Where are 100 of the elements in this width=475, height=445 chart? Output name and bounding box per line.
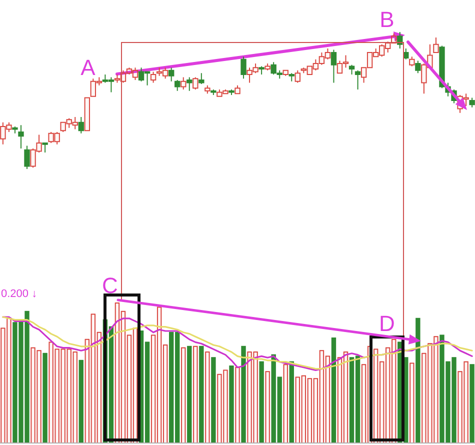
candlestick [96, 76, 102, 86]
candlestick [288, 72, 294, 82]
candlestick [360, 67, 367, 84]
bar [307, 378, 312, 444]
candlestick [72, 116, 78, 130]
bar [162, 344, 168, 444]
bar [422, 352, 426, 444]
candlestick [60, 122, 66, 133]
candlestick [336, 60, 343, 74]
bar [464, 361, 468, 444]
candlestick [354, 70, 361, 90]
candlestick [415, 60, 421, 74]
candlestick [469, 97, 475, 108]
candlestick [258, 66, 264, 75]
candlestick [24, 145, 30, 170]
bar [235, 366, 240, 444]
candlestick [433, 36, 439, 54]
candlestick [198, 72, 204, 85]
candlestick [192, 76, 198, 90]
candlestick [150, 71, 156, 84]
bar [301, 375, 306, 444]
bar [265, 371, 270, 444]
bar [410, 362, 414, 444]
bar [373, 348, 378, 444]
candlestick [348, 64, 355, 75]
candlestick [84, 97, 90, 132]
candlestick [36, 134, 42, 154]
candlestick [252, 63, 258, 74]
candlestick [42, 142, 48, 154]
candlestick [342, 54, 349, 68]
bar [187, 346, 192, 444]
candlestick [372, 48, 379, 58]
candlestick [204, 84, 210, 94]
bar [72, 352, 78, 444]
bar [241, 346, 246, 444]
bar [181, 347, 186, 444]
candlestick [0, 122, 6, 145]
candlestick [168, 67, 174, 82]
bar [126, 334, 132, 444]
candlestick [234, 84, 240, 94]
candlestick [132, 67, 138, 80]
candlestick [300, 67, 306, 74]
candlestick [48, 132, 54, 144]
bar [0, 328, 6, 444]
bar [253, 352, 258, 444]
bar [259, 361, 264, 444]
bar [150, 334, 156, 444]
bar [66, 348, 72, 444]
candlestick [6, 122, 12, 133]
candlestick [397, 32, 403, 49]
text: C [102, 273, 118, 298]
candlestick [90, 78, 96, 97]
annotation: B [380, 7, 394, 32]
candlestick [318, 52, 325, 66]
bar [247, 352, 252, 444]
candlestick [162, 67, 168, 80]
bar [337, 357, 342, 444]
bar [379, 361, 384, 444]
bar [283, 364, 288, 444]
candlestick [228, 89, 234, 96]
candlestick [54, 132, 60, 145]
candlestick [312, 58, 319, 71]
bar [313, 378, 318, 444]
candlestick [66, 118, 72, 128]
candlestick [366, 52, 373, 68]
bar [114, 302, 120, 444]
candlestick [210, 89, 216, 96]
candlestick [174, 79, 180, 92]
bar [84, 338, 90, 444]
bar [193, 346, 198, 444]
candlestick [126, 67, 132, 75]
candlestick [378, 44, 385, 58]
bar [132, 328, 138, 444]
bar [199, 346, 204, 444]
candlestick [463, 93, 469, 106]
bar [386, 347, 390, 444]
candlestick [216, 89, 222, 97]
bar [470, 364, 474, 444]
annotation: A [80, 55, 96, 80]
bar [156, 306, 162, 444]
bar [458, 371, 462, 444]
bar [331, 338, 336, 444]
bar [48, 342, 54, 444]
bar [96, 332, 102, 444]
bar [211, 357, 216, 444]
bar [325, 356, 330, 444]
candlestick [409, 56, 415, 67]
candlestick [30, 148, 36, 168]
bar [42, 352, 48, 444]
bar [60, 348, 66, 444]
candlestick [264, 63, 270, 71]
bar [78, 360, 84, 444]
candlestick [180, 76, 186, 90]
bar [392, 338, 396, 444]
candlestick [18, 124, 24, 149]
bar [30, 347, 36, 444]
candlestick [186, 76, 192, 92]
bar [319, 350, 324, 444]
candlestick [306, 66, 313, 75]
annotation: D [379, 311, 395, 336]
